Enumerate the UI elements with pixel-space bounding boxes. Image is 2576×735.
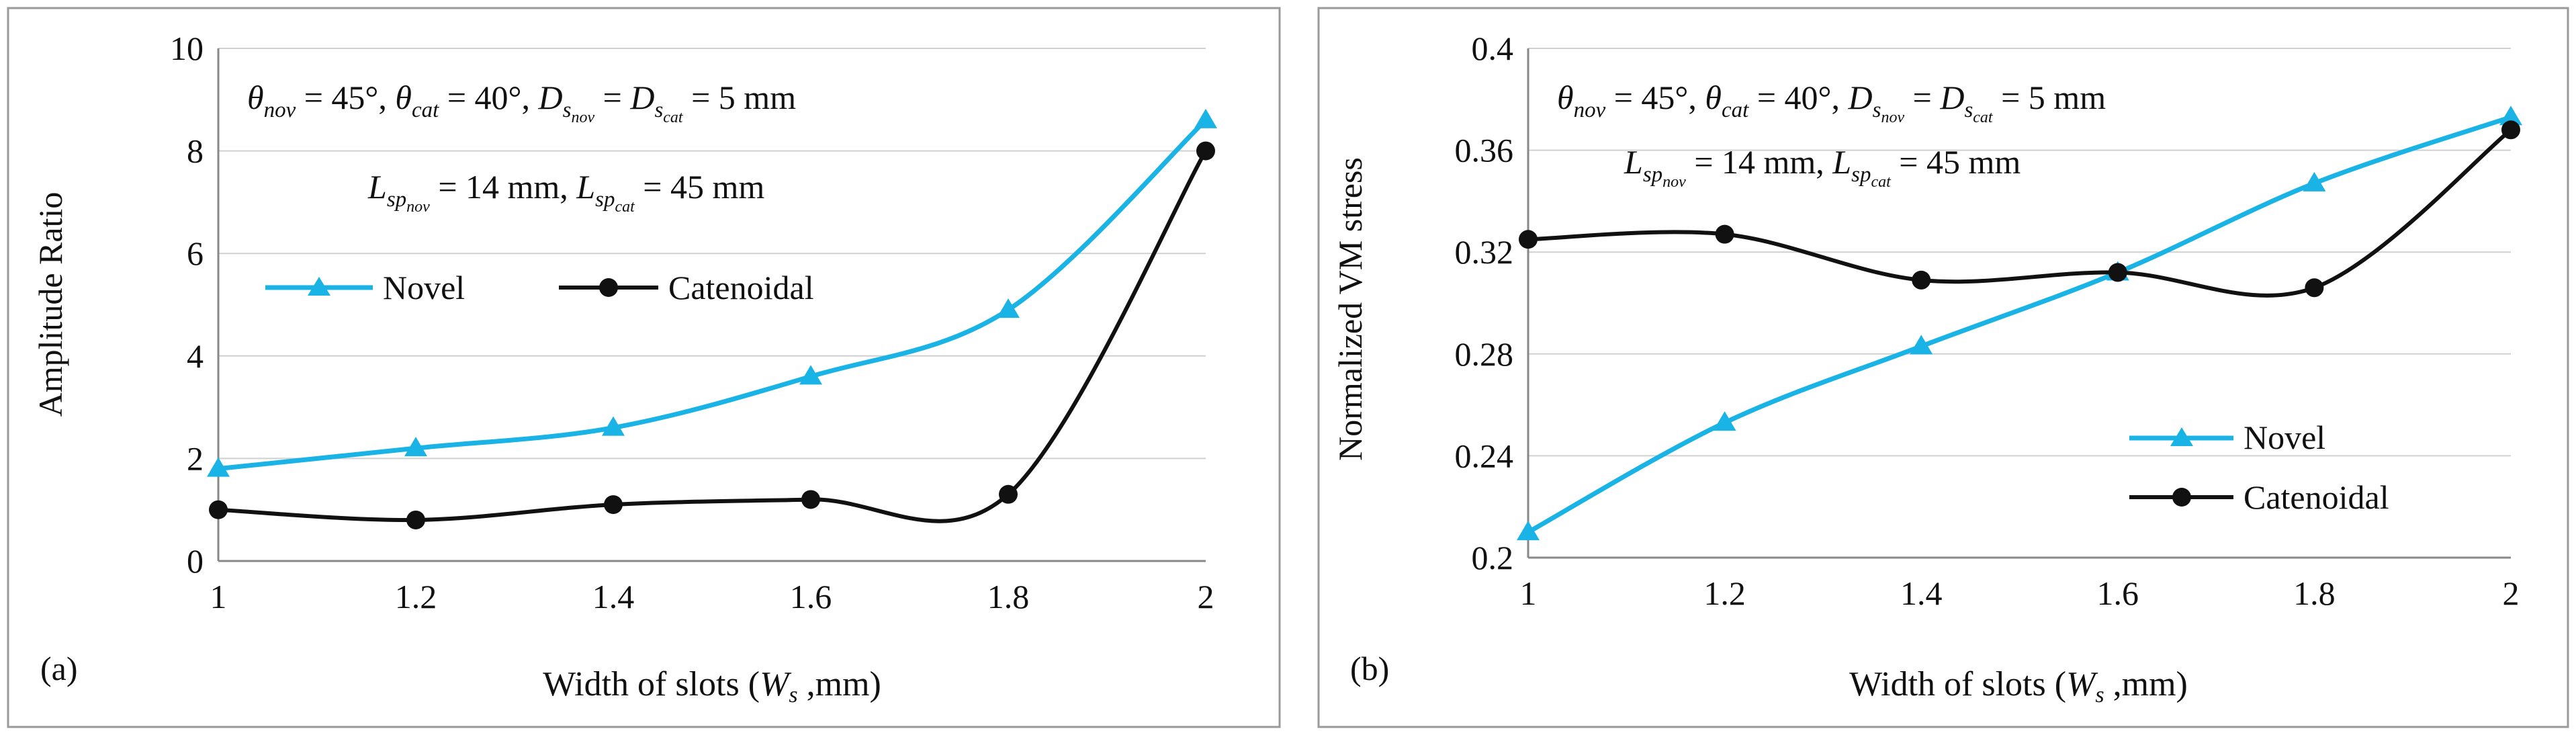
panel-b-x-tick-label: 1.2 (1703, 574, 1746, 612)
panel-b-legend-catenoidal-marker (2172, 488, 2191, 507)
panel-a-annotation: θnov = 45°, θcat = 40°, Dsnov = Dscat = … (247, 79, 796, 216)
panel-a-frame (7, 7, 1281, 728)
panel-b-y-axis-label: Normalized VM stress (1331, 157, 1369, 461)
panel-b-annotation-line-1: θnov = 45°, θcat = 40°, Dsnov = Dscat = … (1557, 79, 2106, 126)
panel-a-novel-point (207, 457, 230, 477)
panel-b-catenoidal-point (2501, 120, 2520, 140)
panel-a-y-tick-labels: 0 2 4 6 8 10 (170, 30, 204, 580)
panel-b-x-tick-labels: 1 1.2 1.4 1.6 1.8 2 (1520, 574, 2520, 612)
panel-a-x-tick-label: 1.6 (790, 578, 832, 615)
panel-b-legend-item-novel: Novel (2129, 419, 2325, 456)
panel-a-novel-point (1194, 108, 1217, 128)
panel-a-legend: Novel Catenoidal (265, 269, 814, 306)
panel-a-annotation-line-2: Lspnov = 14 mm, Lspcat = 45 mm (367, 168, 764, 216)
panel-a-legend-catenoidal-label: Catenoidal (668, 269, 814, 306)
panel-a-y-tick-label: 4 (187, 337, 204, 375)
panel-b-legend-item-catenoidal: Catenoidal (2129, 478, 2389, 516)
panel-b-annotation-line-2: Lspnov = 14 mm, Lspcat = 45 mm (1624, 143, 2020, 191)
panel-b-catenoidal-point (1519, 230, 1538, 249)
panel-b-label: (b) (1350, 650, 1389, 687)
panel-b-catenoidal-point (2305, 278, 2324, 298)
panel-a-novel-point (799, 365, 822, 385)
panel-b-novel-point (1713, 411, 1736, 431)
chart-panel-b: 0.2 0.24 0.28 0.32 0.36 0.4 1 1.2 1.4 1.6 1.8 2 No… (1317, 7, 2569, 728)
panel-b-x-axis-label: Width of slots (Ws ,mm) (1849, 665, 2188, 707)
panel-a-x-tick-label: 1.2 (395, 578, 437, 615)
panel-b-x-tick-label: 1.6 (2097, 574, 2139, 612)
panel-b-novel-point (1517, 521, 1540, 541)
panel-a-novel-point (404, 437, 427, 457)
panel-b-novel-point (2303, 171, 2326, 191)
panel-a-legend-novel-label: Novel (383, 269, 465, 306)
panel-b-x-tick-label: 1.8 (2293, 574, 2336, 612)
panel-a-catenoidal-point (999, 484, 1018, 504)
panel-a-y-tick-label: 6 (187, 234, 204, 272)
panel-a-catenoidal-line (218, 150, 1208, 523)
panel-a-catenoidal-point (406, 510, 425, 529)
panel-b-y-tick-label: 0.36 (1455, 132, 1514, 169)
panel-b-y-tick-label: 0.4 (1472, 30, 1514, 67)
panel-a-annotation-line-1: θnov = 45°, θcat = 40°, Dsnov = Dscat = … (247, 79, 796, 126)
panel-a-y-axis-label: Amplitude Ratio (32, 192, 69, 417)
panel-a-x-tick-label: 1 (210, 578, 227, 615)
panel-b-legend-catenoidal-label: Catenoidal (2244, 478, 2389, 516)
panel-a-x-tick-labels: 1 1.2 1.4 1.6 1.8 2 (210, 578, 1214, 615)
panel-a-novel-point (602, 416, 625, 436)
panel-a-legend-item-catenoidal: Catenoidal (559, 269, 814, 306)
panel-a-y-tick-label: 10 (170, 30, 204, 67)
panel-b-novel-point (2499, 105, 2522, 126)
panel-b-legend: Novel Catenoidal (2129, 419, 2389, 516)
panel-a-y-tick-label: 0 (187, 542, 204, 580)
panel-b-frame (1317, 7, 2569, 728)
panel-a-y-tick-label: 2 (187, 439, 204, 477)
panel-b-annotation: θnov = 45°, θcat = 40°, Dsnov = Dscat = … (1557, 79, 2106, 191)
panel-a-catenoidal-point (801, 490, 820, 509)
panel-b-catenoidal-point (1912, 270, 1931, 290)
panel-a-legend-item-novel: Novel (265, 269, 465, 306)
panel-b-y-tick-labels: 0.2 0.24 0.28 0.32 0.36 0.4 (1455, 30, 1514, 576)
panel-a-catenoidal-point (604, 495, 623, 515)
panel-a-x-tick-label: 2 (1198, 578, 1214, 615)
panel-a-novel-point (997, 298, 1020, 318)
panel-b-y-tick-label: 0.32 (1455, 233, 1514, 271)
panel-a-catenoidal-point (209, 500, 228, 519)
panel-a-x-tick-label: 1.4 (592, 578, 635, 615)
panel-b-y-tick-label: 0.24 (1455, 437, 1514, 474)
panel-b-y-tick-label: 0.28 (1455, 335, 1514, 373)
panel-a-x-axis-label: Width of slots (Ws ,mm) (543, 665, 881, 707)
panel-a-novel-line (218, 118, 1208, 472)
panel-b-series (1517, 105, 2522, 541)
panel-b-catenoidal-point (2108, 263, 2127, 282)
chart-panel-a: 0 2 4 6 8 10 1 1.2 1.4 1.6 1.8 2 Amplitude Ratio (… (7, 7, 1281, 728)
panel-b-legend-novel-label: Novel (2244, 419, 2325, 456)
panel-b-legend-novel-marker (2170, 427, 2193, 446)
panel-b-catenoidal-point (1715, 224, 1734, 244)
panel-b-catenoidal-line (1527, 128, 2512, 298)
panel-b-novel-line (1527, 115, 2512, 535)
panel-b-x-tick-label: 1 (1520, 574, 1537, 612)
panel-a-catenoidal-point (1196, 141, 1215, 161)
panel-a-x-tick-label: 1.8 (987, 578, 1030, 615)
panel-a-legend-catenoidal-marker (599, 278, 618, 297)
panel-a-legend-novel-marker (308, 277, 330, 296)
panel-b-x-tick-label: 2 (2503, 574, 2520, 612)
panel-a-y-tick-label: 8 (187, 132, 204, 170)
panel-b-gridlines (1528, 48, 2511, 457)
panel-a-series (207, 108, 1217, 529)
panel-b-x-tick-label: 1.4 (1900, 574, 1943, 612)
panel-b-novel-point (1910, 335, 1933, 355)
panel-b-y-tick-label: 0.2 (1472, 539, 1514, 576)
panel-a-label: (a) (40, 650, 78, 687)
